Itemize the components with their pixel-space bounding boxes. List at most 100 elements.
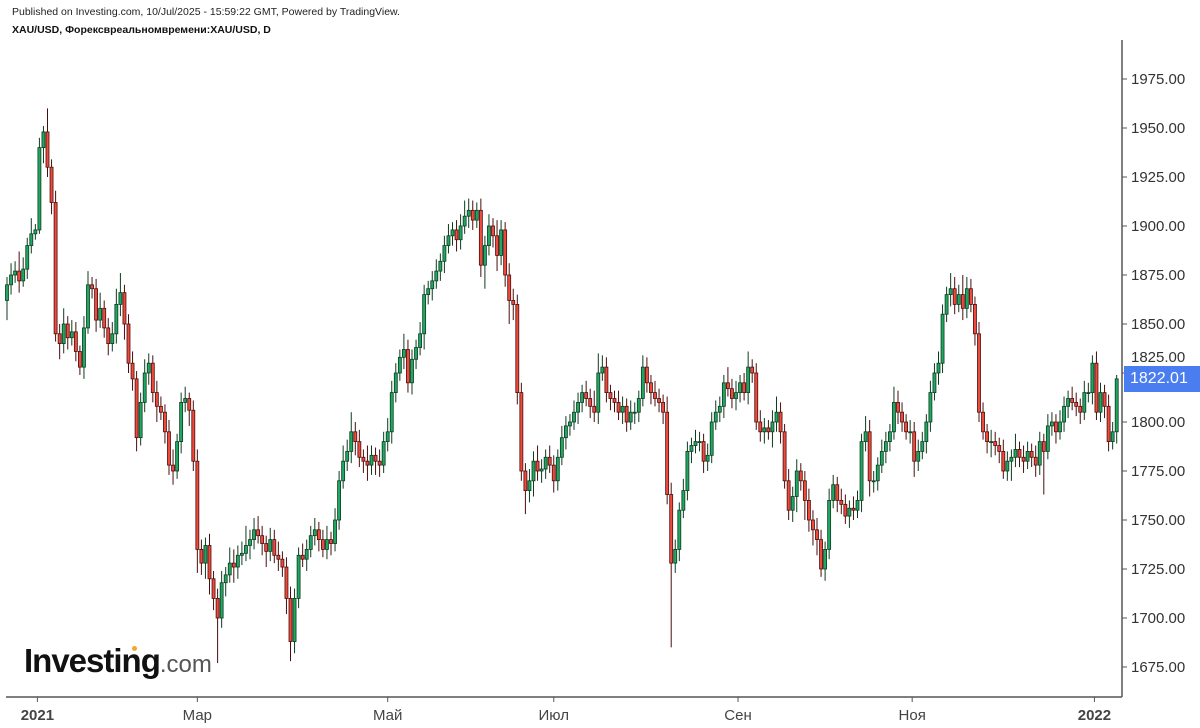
candle xyxy=(333,508,337,552)
candle-body-up xyxy=(333,519,337,544)
candle-body-down xyxy=(766,427,771,433)
candle xyxy=(134,371,139,452)
candle-body-down xyxy=(102,307,107,329)
candle-body-down xyxy=(742,382,746,393)
candle-body-up xyxy=(572,411,576,423)
candle xyxy=(458,214,463,250)
candle-body-up xyxy=(252,529,256,540)
candle-body-down xyxy=(535,460,540,472)
x-tick-label: 2021 xyxy=(21,707,54,724)
candle xyxy=(199,539,204,575)
candle xyxy=(596,353,601,424)
candle xyxy=(896,390,900,424)
candle xyxy=(130,351,135,391)
candle xyxy=(989,429,994,458)
candle xyxy=(126,314,131,373)
candle xyxy=(762,418,767,444)
candle xyxy=(580,384,584,413)
candle xyxy=(264,535,269,568)
candle xyxy=(697,431,702,452)
candle-body-up xyxy=(770,421,775,433)
candle xyxy=(1017,441,1022,468)
candle xyxy=(973,296,977,346)
candle-body-down xyxy=(616,401,621,413)
candle-body-up xyxy=(183,398,188,403)
y-tick-label: 1750.00 xyxy=(1131,512,1185,529)
candle xyxy=(564,416,568,450)
candle xyxy=(252,518,256,550)
candle xyxy=(847,500,852,528)
x-tick-label: Ноя xyxy=(899,707,926,724)
candle xyxy=(239,541,244,566)
candle-body-up xyxy=(580,392,584,403)
candle xyxy=(385,418,390,452)
candle-body-down xyxy=(807,499,811,521)
candle xyxy=(649,374,653,405)
candle xyxy=(406,339,410,393)
candle xyxy=(794,459,799,513)
candle xyxy=(73,322,78,362)
candle-body-down xyxy=(754,372,759,423)
candle xyxy=(422,284,427,350)
candle xyxy=(158,396,163,421)
candle xyxy=(381,431,386,473)
candle-body-down xyxy=(969,288,973,305)
candle-body-down xyxy=(726,382,730,390)
candle-body-up xyxy=(794,470,799,497)
candle xyxy=(337,471,342,530)
candle-body-up xyxy=(61,323,66,345)
candle-body-up xyxy=(709,421,714,456)
candle xyxy=(304,539,309,571)
candle-body-down xyxy=(977,333,981,413)
candle-body-down xyxy=(592,405,597,413)
candle xyxy=(361,449,366,473)
candle-body-up xyxy=(337,480,342,521)
candle-body-up xyxy=(685,450,690,491)
candle xyxy=(138,392,143,446)
candle-body-up xyxy=(734,392,738,399)
candle xyxy=(892,386,896,440)
y-tick-label: 1925.00 xyxy=(1131,169,1185,186)
candle xyxy=(815,518,819,556)
candle-body-down xyxy=(515,303,520,393)
candle xyxy=(855,490,860,519)
candle xyxy=(373,447,378,475)
candle-body-up xyxy=(576,401,580,413)
candle-body-down xyxy=(750,366,755,374)
candle-body-down xyxy=(653,392,657,399)
candle xyxy=(685,441,690,501)
candle-body-down xyxy=(782,431,787,482)
candle xyxy=(981,402,985,440)
candle-body-down xyxy=(122,292,127,325)
candle-body-down xyxy=(624,405,629,423)
y-axis: 1675.00 1700.00 1725.00 1750.00 1775.00 1800.… xyxy=(1122,71,1185,676)
candle-body-up xyxy=(713,411,718,423)
candle xyxy=(401,333,406,370)
candle xyxy=(57,324,62,360)
candle-body-up xyxy=(110,333,115,344)
candle xyxy=(329,531,333,556)
candle xyxy=(183,386,188,413)
candle-body-up xyxy=(227,562,232,576)
candle xyxy=(1050,412,1054,436)
candle xyxy=(1082,380,1087,421)
candle-body-up xyxy=(146,362,151,374)
candle xyxy=(511,288,516,321)
y-tick-label: 1850.00 xyxy=(1131,316,1185,333)
candle xyxy=(875,457,880,491)
candle xyxy=(802,471,807,520)
y-tick-label: 1775.00 xyxy=(1131,463,1185,480)
y-tick-label: 1900.00 xyxy=(1131,218,1185,235)
candle-body-down xyxy=(588,398,593,407)
candle xyxy=(203,537,208,579)
candle xyxy=(1094,351,1099,421)
candle xyxy=(397,349,402,381)
candle-body-up xyxy=(426,288,431,296)
candle-body-up xyxy=(1013,449,1018,458)
candle xyxy=(746,351,751,405)
candle xyxy=(175,433,180,479)
candle xyxy=(535,445,540,481)
candle-body-down xyxy=(231,562,236,568)
candle xyxy=(576,392,580,424)
candle xyxy=(1001,439,1006,479)
